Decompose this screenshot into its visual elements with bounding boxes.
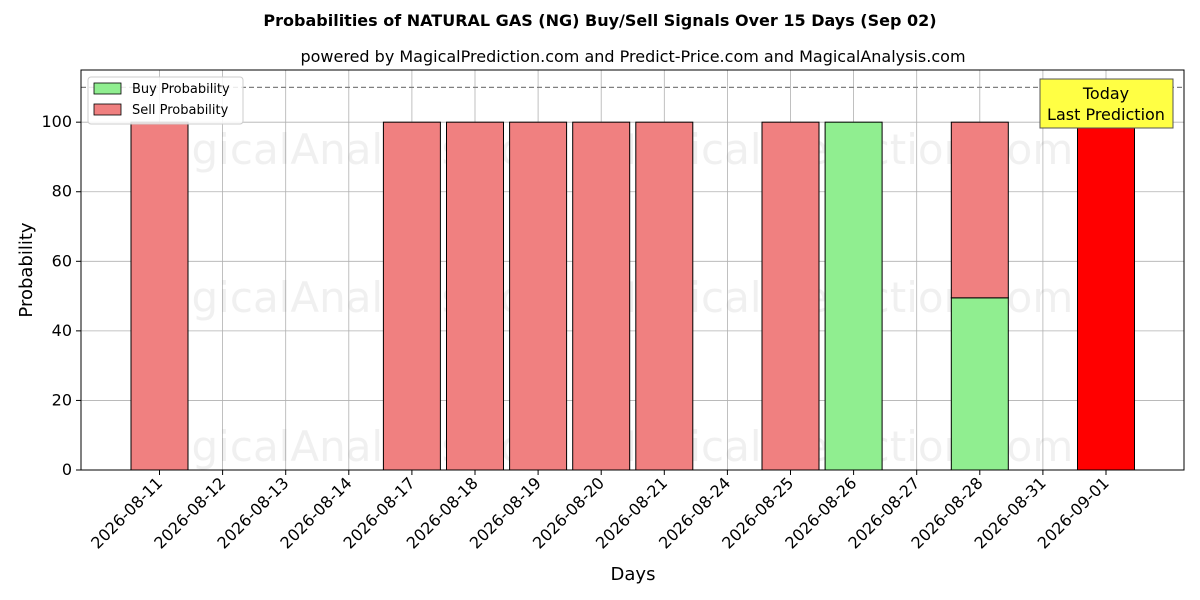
bar-sell (446, 121, 504, 471)
y-tick-label: 20 (52, 390, 72, 409)
bar-sell (509, 121, 568, 471)
annotation-box (1039, 78, 1174, 129)
y-axis: 0 20 40 60 80 100 (41, 112, 81, 479)
legend-label-buy: Buy Probability (132, 82, 230, 97)
y-tick-label: 60 (52, 251, 72, 270)
y-axis-label: Probability (16, 222, 37, 317)
y-tick-label: 0 (62, 460, 72, 479)
x-axis: 2026-08-112026-08-122026-08-132026-08-14… (87, 470, 1113, 553)
chart-subtitle: powered by MagicalPrediction.com and Pre… (300, 47, 965, 66)
bar-sell (572, 121, 631, 471)
legend: Buy Probability Sell Probability (87, 76, 244, 125)
today-annotation: Today Last Prediction (1039, 78, 1174, 129)
legend-box (87, 76, 244, 125)
annotation-line2: Last Prediction (1047, 105, 1165, 124)
plot-frame (80, 69, 1185, 471)
bar-buy (824, 121, 883, 471)
y-tick-label: 80 (52, 182, 72, 201)
bar-sell (130, 121, 189, 471)
x-axis-label: Days (611, 564, 656, 585)
bar-sell (761, 121, 820, 471)
y-tick-label: 40 (52, 321, 72, 340)
bar-buy (950, 297, 1009, 471)
bar-sell (950, 121, 1009, 299)
legend-swatch-buy (93, 82, 122, 95)
y-tick-label: 100 (41, 112, 72, 131)
chart-title: Probabilities of NATURAL GAS (NG) Buy/Se… (263, 11, 936, 30)
legend-swatch-sell (93, 103, 122, 116)
bar-sell (382, 121, 441, 471)
bar-series (130, 121, 1135, 471)
bar-sell (635, 121, 694, 471)
bar-sell-highlight (1077, 121, 1135, 471)
annotation-line1: Today (1082, 84, 1129, 103)
legend-label-sell: Sell Probability (132, 103, 229, 118)
